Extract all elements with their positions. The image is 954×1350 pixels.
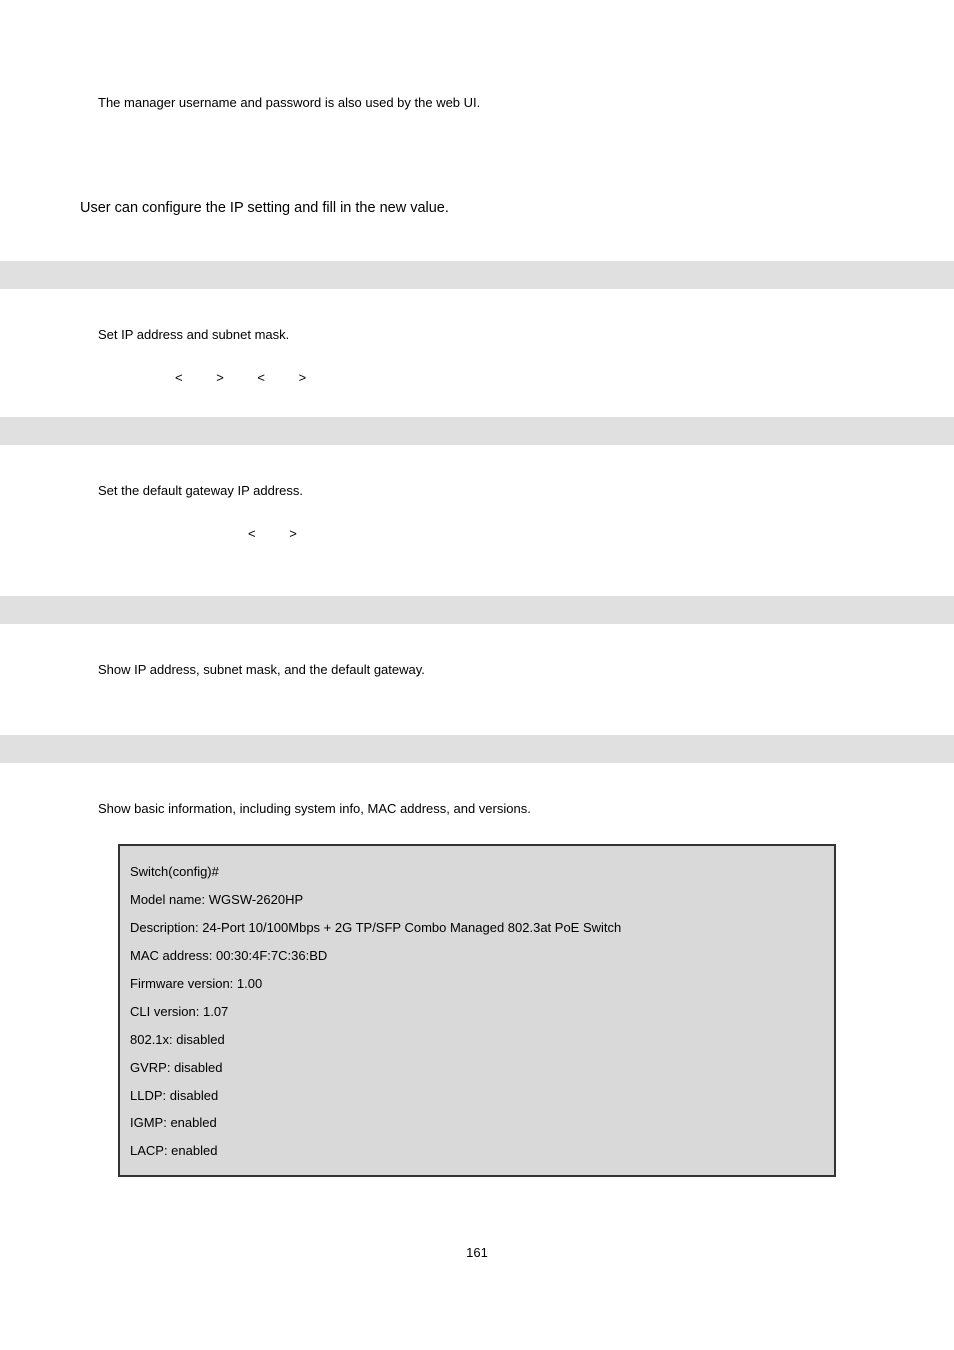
show-info-desc: Show basic information, including system…	[98, 801, 874, 816]
config-output-box: Switch(config)# Model name: WGSW-2620HP …	[118, 844, 836, 1177]
section-bar-3	[0, 596, 954, 624]
config-line: Description: 24-Port 10/100Mbps + 2G TP/…	[130, 914, 824, 942]
set-ip-desc: Set IP address and subnet mask.	[98, 327, 874, 342]
config-line: Firmware version: 1.00	[130, 970, 824, 998]
config-line: LACP: enabled	[130, 1137, 824, 1165]
config-line: 802.1x: disabled	[130, 1026, 824, 1054]
section-bar-1	[0, 261, 954, 289]
config-line: LLDP: disabled	[130, 1082, 824, 1110]
config-line: MAC address: 00:30:4F:7C:36:BD	[130, 942, 824, 970]
set-gateway-syntax: < >	[248, 526, 874, 541]
config-line: CLI version: 1.07	[130, 998, 824, 1026]
note-text: The manager username and password is als…	[98, 95, 874, 110]
ip-intro: User can configure the IP setting and fi…	[80, 200, 874, 216]
section-bar-4	[0, 735, 954, 763]
set-ip-syntax: < > < >	[175, 370, 874, 385]
config-line: Model name: WGSW-2620HP	[130, 886, 824, 914]
show-ip-desc: Show IP address, subnet mask, and the de…	[98, 662, 874, 677]
page-container: The manager username and password is als…	[0, 0, 954, 1217]
page-number: 161	[0, 1245, 954, 1260]
config-line: GVRP: disabled	[130, 1054, 824, 1082]
section-bar-2	[0, 417, 954, 445]
config-line: Switch(config)#	[130, 858, 824, 886]
config-line: IGMP: enabled	[130, 1109, 824, 1137]
set-gateway-desc: Set the default gateway IP address.	[98, 483, 874, 498]
